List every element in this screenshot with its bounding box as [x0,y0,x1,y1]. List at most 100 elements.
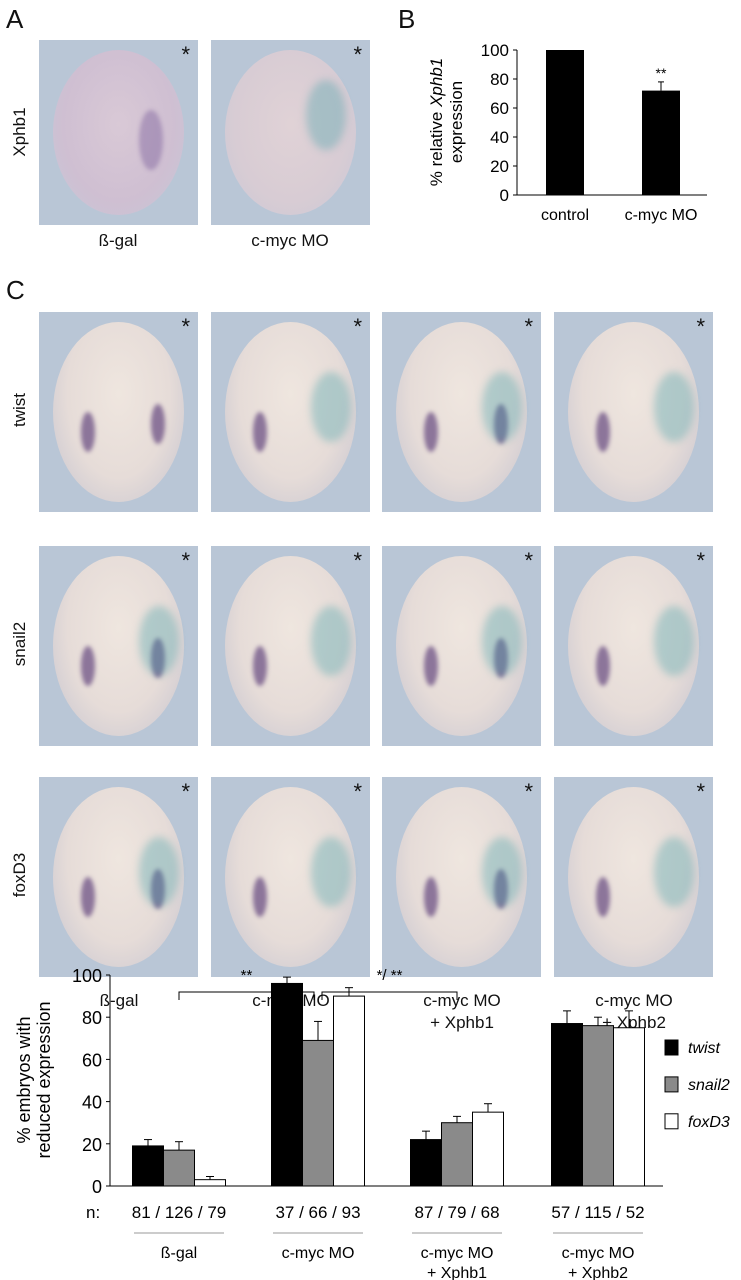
group-label-line2: + Xphb2 [568,1265,628,1280]
y-tick-label: 100 [481,41,509,60]
y-axis-label-line1: % embryos with [14,1016,34,1143]
y-tick-label: 0 [500,186,509,205]
embryo-photo: * [211,777,370,977]
asterisk: * [353,42,362,67]
bar-snail2 [582,1025,614,1187]
y-tick-label: 40 [82,1093,102,1113]
bar-twist [410,1139,442,1187]
significance-bracket [178,991,315,1000]
asterisk: * [181,779,190,804]
asterisk: * [524,779,533,804]
embryo [225,322,356,502]
legend-swatch-foxD3 [664,1113,679,1130]
bar-twist [132,1145,164,1187]
y-tick-label: 40 [490,128,509,147]
y-tick-label: 100 [72,966,102,986]
n-value: 37 / 66 / 93 [275,1203,360,1222]
x-tick-label: c-myc MO [625,207,698,224]
n-value: 57 / 115 / 52 [551,1203,644,1222]
bar-snail2 [163,1149,195,1187]
bar-snail2 [302,1039,334,1187]
embryo [225,787,356,967]
y-tick-label: 80 [490,70,509,89]
y-tick-label: 20 [82,1135,102,1155]
col-label-line1: c-myc MO [595,991,673,1010]
embryo-photo: * [382,312,541,512]
legend-label-foxD3: foxD3 [688,1114,730,1131]
bar-twist [271,982,303,1187]
panel-label-a: A [6,4,24,34]
embryo [568,787,699,967]
embryo [568,556,699,736]
significance-label: ** [656,65,667,81]
significance-bracket [321,991,458,1000]
asterisk: * [353,314,362,339]
y-axis-label: % relative Xphb1 [427,58,446,187]
embryo [568,322,699,502]
y-tick-label: 60 [490,99,509,118]
legend-label-twist: twist [688,1040,721,1057]
asterisk: * [524,548,533,573]
embryo-photo: * [382,777,541,977]
embryo-photo: * [211,312,370,512]
group-label-line1: c-myc MO [282,1245,355,1262]
embryo [53,322,184,502]
bar-twist [551,1023,583,1187]
panel-label-c: C [6,275,25,305]
y-axis-label-line2: reduced expression [34,1001,54,1158]
n-value: 81 / 126 / 79 [132,1203,227,1222]
significance-label: */ ** [377,967,403,984]
asterisk: * [353,779,362,804]
y-tick-label: 0 [92,1177,102,1197]
bar-control [546,50,584,195]
panel-a-row-label: Xphb1 [10,107,29,157]
ylabel-italic: Xphb1 [427,58,446,108]
group-label-line1: c-myc MO [421,1245,494,1262]
embryo-photo: * [39,312,198,512]
panel-a-col-label: c-myc MO [251,231,329,250]
embryo-photo: * [554,546,713,746]
asterisk: * [181,314,190,339]
col-label-line1: c-myc MO [423,991,501,1010]
bar-foxD3 [333,995,365,1187]
row-label-twist: twist [10,393,29,427]
y-axis-label-line2: expression [447,81,466,163]
group-label-line1: ß-gal [161,1245,197,1262]
chart-c: 0 20 40 60 80 100 % embryos with reduced expres… [14,966,730,1280]
group-label-line2: + Xphb1 [427,1265,487,1280]
embryo-photo: * [554,777,713,977]
embryo-photo-a-bgal: * [39,40,198,225]
embryo [225,556,356,736]
col-label-line1: ß-gal [99,991,139,1010]
bar-foxD3 [613,1027,645,1187]
ylabel-part: % relative [427,107,446,186]
group-label-line1: c-myc MO [562,1245,635,1262]
y-tick-label: 60 [82,1050,102,1070]
legend-label-snail2: snail2 [688,1077,730,1094]
bar-foxD3 [194,1179,226,1187]
embryo [53,50,184,215]
embryo-photo: * [382,546,541,746]
chart-b: 0 20 40 60 80 100 control ** c-myc MO % relative … [427,41,707,224]
embryo-photo-a-cmyc: * [211,40,370,225]
asterisk: * [181,548,190,573]
legend-swatch-snail2 [664,1076,679,1093]
significance-label: ** [241,967,253,984]
asterisk: * [696,779,705,804]
col-label: c-myc MO + Xphb1 [372,990,552,1034]
asterisk: * [524,314,533,339]
legend-swatch-twist [664,1039,679,1056]
bar-snail2 [441,1122,473,1187]
y-tick-label: 20 [490,157,509,176]
embryo-photo: * [211,546,370,746]
embryo-photo: * [554,312,713,512]
x-tick-label: control [541,207,589,224]
bar-c-myc MO [642,90,680,195]
embryo-photo: * [39,546,198,746]
col-label-line2: + Xphb1 [430,1013,494,1032]
bar-foxD3 [472,1111,504,1187]
panel-a-col-label: ß-gal [98,231,138,250]
asterisk: * [696,314,705,339]
asterisk: * [353,548,362,573]
